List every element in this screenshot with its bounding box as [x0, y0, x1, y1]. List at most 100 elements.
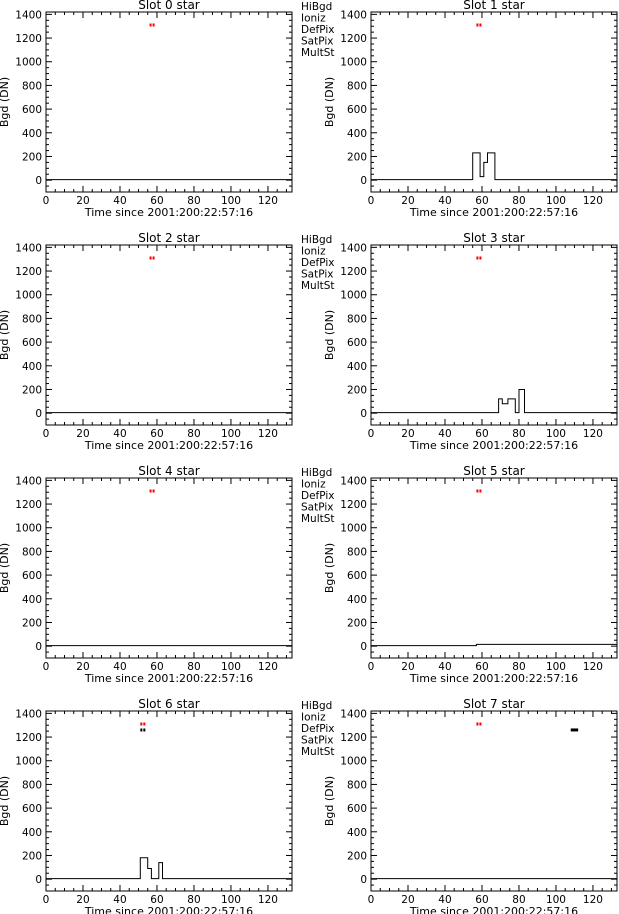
x-tick-label: 80 [187, 195, 200, 207]
y-tick-label: 1200 [15, 266, 42, 278]
y-axis-label: Bgd (DN) [0, 310, 11, 360]
chart-title: Slot 0 star [138, 0, 200, 12]
y-tick-label: 200 [22, 850, 42, 862]
chart-title: Slot 3 star [463, 231, 525, 245]
y-axis-label: Bgd (DN) [323, 310, 336, 360]
y-tick-label: 800 [22, 546, 42, 558]
y-tick-label: 400 [22, 827, 42, 839]
plot-frame [370, 244, 618, 426]
x-axis-label: Time since 2001:200:22:57:16 [409, 206, 578, 219]
y-tick-label: 200 [347, 384, 367, 396]
y-tick-label: 800 [22, 313, 42, 325]
legend-multst: MultSt [301, 47, 335, 59]
x-tick-label: 80 [187, 661, 200, 673]
x-tick-label: 100 [546, 428, 566, 440]
y-tick-label: 600 [347, 803, 367, 815]
x-tick-label: 80 [512, 661, 525, 673]
y-tick-label: 1400 [340, 242, 367, 254]
y-tick-label: 400 [347, 827, 367, 839]
x-tick-label: 120 [258, 428, 278, 440]
legend-ioniz: Ioniz [301, 479, 326, 491]
x-tick-label: 40 [113, 661, 126, 673]
chart-title: Slot 2 star [138, 231, 200, 245]
x-tick-label: 60 [475, 195, 488, 207]
y-tick-label: 800 [347, 313, 367, 325]
x-tick-label: 120 [258, 195, 278, 207]
y-tick-label: 1000 [15, 57, 42, 69]
y-axis-label: Bgd (DN) [323, 77, 336, 127]
y-tick-label: 1200 [340, 33, 367, 45]
x-tick-label: 100 [546, 195, 566, 207]
chart-title: Slot 5 star [463, 464, 525, 478]
x-tick-label: 20 [401, 428, 414, 440]
legend-ioniz: Ioniz [301, 13, 326, 25]
legend-satpix: SatPix [301, 502, 333, 514]
y-tick-label: 600 [347, 337, 367, 349]
y-tick-label: 1200 [15, 732, 42, 744]
x-tick-label: 60 [150, 195, 163, 207]
x-tick-label: 80 [512, 894, 525, 906]
y-tick-label: 0 [35, 874, 42, 886]
y-tick-label: 800 [347, 779, 367, 791]
legend-ioniz: Ioniz [301, 712, 326, 724]
x-tick-label: 120 [583, 894, 603, 906]
legend-multst: MultSt [301, 280, 335, 292]
x-tick-label: 20 [76, 661, 89, 673]
x-tick-label: 100 [221, 195, 241, 207]
legend-defpix: DefPix [301, 24, 334, 36]
legend-multst: MultSt [301, 746, 335, 758]
x-tick-label: 100 [546, 661, 566, 673]
bgd-series-line [371, 389, 617, 414]
chart-title: Slot 7 star [463, 697, 525, 711]
legend-defpix: DefPix [301, 490, 334, 502]
y-tick-label: 0 [35, 408, 42, 420]
x-tick-label: 80 [187, 894, 200, 906]
x-tick-label: 0 [368, 428, 375, 440]
plot-frame [45, 710, 293, 892]
y-tick-label: 600 [22, 337, 42, 349]
y-tick-label: 1000 [15, 756, 42, 768]
y-tick-label: 1000 [15, 523, 42, 535]
legend-multst: MultSt [301, 513, 335, 525]
y-tick-label: 200 [22, 151, 42, 163]
x-tick-label: 100 [221, 894, 241, 906]
chart-title: Slot 4 star [138, 464, 200, 478]
y-axis-label: Bgd (DN) [0, 543, 11, 593]
x-tick-label: 0 [368, 894, 375, 906]
x-tick-label: 40 [438, 428, 451, 440]
x-axis-label: Time since 2001:200:22:57:16 [409, 672, 578, 685]
x-tick-label: 40 [438, 661, 451, 673]
x-axis-label: Time since 2001:200:22:57:16 [409, 905, 578, 914]
x-tick-label: 40 [438, 195, 451, 207]
x-tick-label: 120 [583, 195, 603, 207]
x-tick-label: 80 [512, 428, 525, 440]
y-tick-label: 1400 [340, 9, 367, 21]
y-tick-label: 0 [35, 175, 42, 187]
x-tick-label: 0 [43, 195, 50, 207]
y-tick-label: 400 [347, 128, 367, 140]
y-tick-label: 200 [22, 617, 42, 629]
y-tick-label: 1400 [340, 475, 367, 487]
x-tick-label: 60 [150, 661, 163, 673]
plot-frame [370, 710, 618, 892]
x-tick-label: 120 [583, 428, 603, 440]
legend-hibgd: HiBgd [301, 467, 332, 479]
y-tick-label: 1400 [15, 242, 42, 254]
plot-frame [45, 244, 293, 426]
y-tick-label: 200 [347, 617, 367, 629]
plot-frame [45, 11, 293, 193]
y-tick-label: 1200 [15, 33, 42, 45]
y-tick-label: 800 [22, 779, 42, 791]
x-tick-label: 40 [438, 894, 451, 906]
y-axis-label: Bgd (DN) [323, 776, 336, 826]
y-tick-label: 1200 [340, 732, 367, 744]
legend-satpix: SatPix [301, 735, 333, 747]
y-tick-label: 400 [347, 361, 367, 373]
y-tick-label: 1000 [340, 756, 367, 768]
x-axis-label: Time since 2001:200:22:57:16 [84, 439, 253, 452]
